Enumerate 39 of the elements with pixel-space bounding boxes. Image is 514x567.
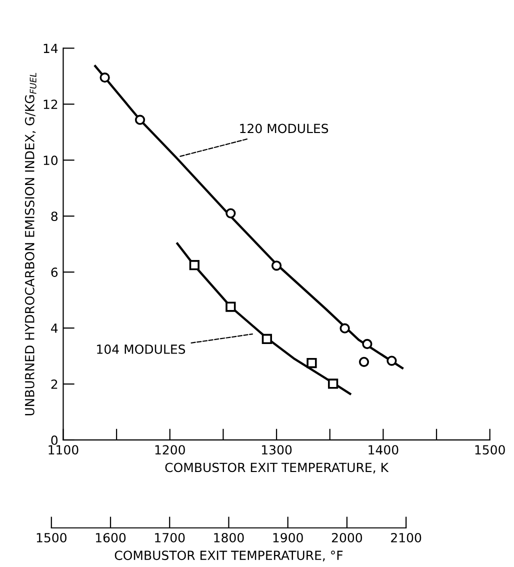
x-tick-label: 1300: [262, 445, 292, 455]
point: [134, 114, 146, 125]
point: [328, 378, 338, 389]
y-axis-title: UNBURNED HYDROCARBON EMISSION INDEX, G/KG$_{FUEL}$: [24, 72, 36, 416]
line-series: [94, 64, 404, 370]
annotation: 120 MODULES: [240, 124, 328, 134]
x-axis-title: COMBUSTOR EXIT TEMPERATURE, K: [165, 462, 389, 474]
y-tick-label: 4: [51, 324, 58, 333]
x2-tick-label: 1600: [96, 532, 126, 542]
point: [306, 358, 317, 368]
annotation: 104 MODULES: [97, 344, 186, 354]
point: [226, 208, 236, 218]
x2-axis-title: COMBUSTOR EXIT TEMPERATURE, °F: [114, 550, 343, 562]
y-tick-label: 6: [51, 268, 58, 278]
x2-tick-label: 1500: [36, 532, 66, 542]
point: [362, 338, 372, 350]
x-tick-label: 1200: [155, 445, 185, 455]
point: [100, 72, 110, 83]
x2-tick-label: 1800: [214, 532, 244, 542]
x-tick-label: 1500: [475, 445, 505, 455]
y-tick-label: 10: [44, 156, 58, 166]
x-tick-label: 1400: [368, 445, 398, 455]
y-tick-label: 8: [51, 212, 58, 222]
point: [189, 260, 200, 270]
y-tick-label: 2: [51, 379, 58, 389]
point: [340, 323, 350, 334]
x2-tick-label: 1700: [155, 532, 185, 542]
x2-tick-label: 2000: [332, 532, 362, 542]
y-tick-label: 0: [51, 435, 58, 445]
x2-tick-label: 1900: [273, 532, 303, 542]
x2-tick-label: 2100: [391, 532, 422, 542]
point: [262, 334, 272, 344]
point: [358, 356, 370, 367]
y-tick-label: 12: [44, 100, 58, 109]
y-tick-label: 14: [44, 44, 58, 53]
point: [226, 302, 236, 312]
x-tick-label: 1100: [48, 445, 78, 455]
point: [386, 356, 397, 366]
point: [271, 260, 282, 271]
